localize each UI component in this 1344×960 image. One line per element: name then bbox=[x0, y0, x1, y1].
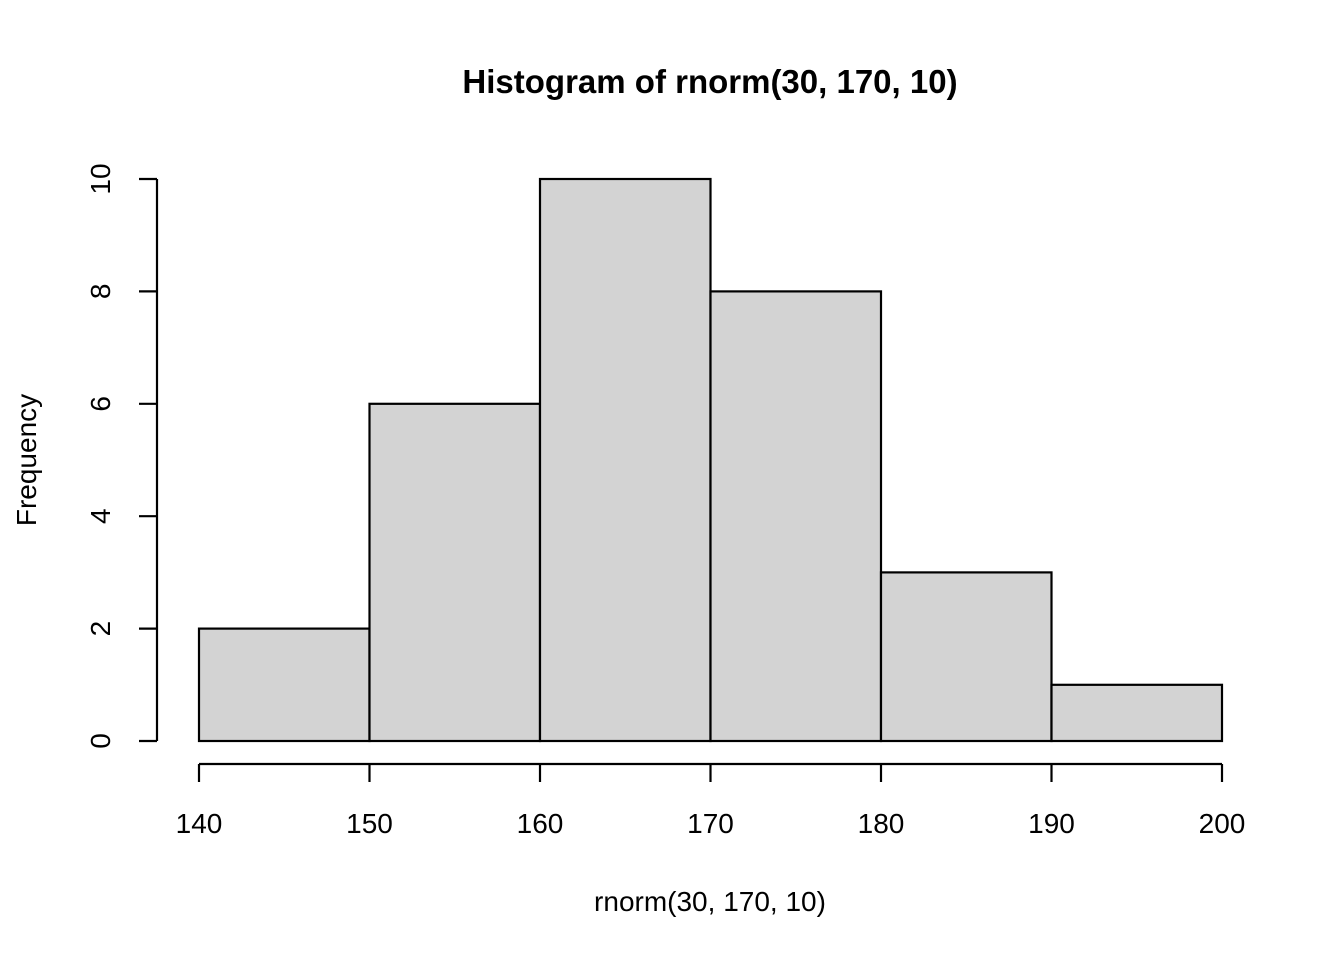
y-axis-ticks: 0 2 4 6 8 10 bbox=[85, 163, 157, 749]
bars-group bbox=[197, 177, 1224, 743]
histogram-bar-150-160 bbox=[368, 402, 542, 743]
x-tick-label-140: 140 bbox=[176, 808, 223, 839]
x-tick-label-200: 200 bbox=[1199, 808, 1246, 839]
y-tick-label-10: 10 bbox=[85, 163, 116, 194]
x-tick-label-180: 180 bbox=[858, 808, 905, 839]
y-tick-label-8: 8 bbox=[85, 284, 116, 300]
histogram-bar-180-190 bbox=[879, 571, 1053, 743]
x-tick-label-170: 170 bbox=[687, 808, 734, 839]
y-axis-label: Frequency bbox=[11, 394, 42, 526]
histogram-bar-190-200 bbox=[1050, 683, 1224, 743]
y-tick-label-0: 0 bbox=[85, 733, 116, 749]
histogram-bar-160-170 bbox=[538, 177, 712, 743]
x-tick-label-160: 160 bbox=[517, 808, 564, 839]
y-tick-label-2: 2 bbox=[85, 621, 116, 637]
x-axis-ticks: 140 150 160 170 180 190 200 bbox=[176, 764, 1246, 839]
x-tick-label-150: 150 bbox=[346, 808, 393, 839]
x-axis-label: rnorm(30, 170, 10) bbox=[594, 886, 826, 917]
chart-title: Histogram of rnorm(30, 170, 10) bbox=[462, 63, 957, 100]
histogram-bar-140-150 bbox=[197, 627, 371, 743]
x-tick-label-190: 190 bbox=[1028, 808, 1075, 839]
y-tick-label-6: 6 bbox=[85, 396, 116, 412]
histogram-bar-170-180 bbox=[709, 290, 883, 743]
y-tick-label-4: 4 bbox=[85, 508, 116, 524]
